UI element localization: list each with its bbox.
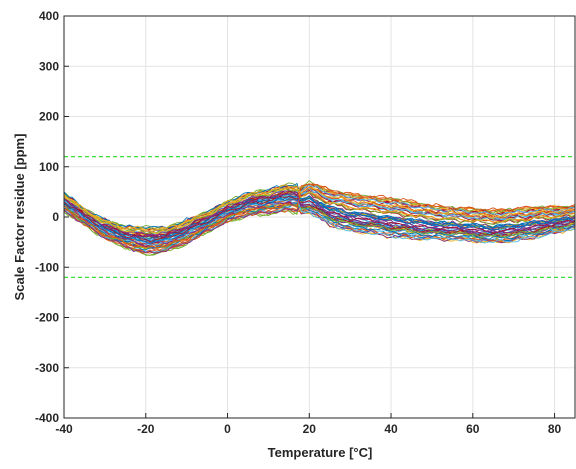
x-tick-label: 0 [224,422,231,436]
series-line [63,204,576,250]
y-tick-label: -100 [35,260,59,274]
y-tick-label: 100 [39,160,59,174]
series-line [63,204,576,251]
series-line [63,194,576,241]
x-tick-label: 40 [384,422,398,436]
ticks: -40 -20 0 20 40 60 80-400-300-200-100010020030… [35,9,562,436]
y-tick-label: -200 [35,311,59,325]
x-tick-label: -20 [137,422,155,436]
y-tick-label: -400 [35,411,59,425]
threshold-lines [64,156,575,278]
y-axis-label: Scale Factor residue [ppm] [12,134,27,301]
y-tick-label: 200 [39,110,59,124]
x-tick-label: -40 [55,422,73,436]
series-line [63,180,576,234]
x-tick-label: 80 [548,422,562,436]
series-line [63,187,576,234]
x-axis-label: Temperature [°C] [268,445,373,460]
y-tick-label: 400 [39,9,59,23]
series-group [63,180,576,256]
y-tick-label: 300 [39,59,59,73]
series-line [63,191,576,238]
series-line [63,191,576,256]
series-line [63,186,576,249]
x-tick-label: 20 [303,422,317,436]
x-tick-label: 60 [466,422,480,436]
series-line [63,198,576,245]
y-tick-label: -300 [35,361,59,375]
y-tick-label: 0 [52,210,59,224]
series-line [63,184,576,232]
